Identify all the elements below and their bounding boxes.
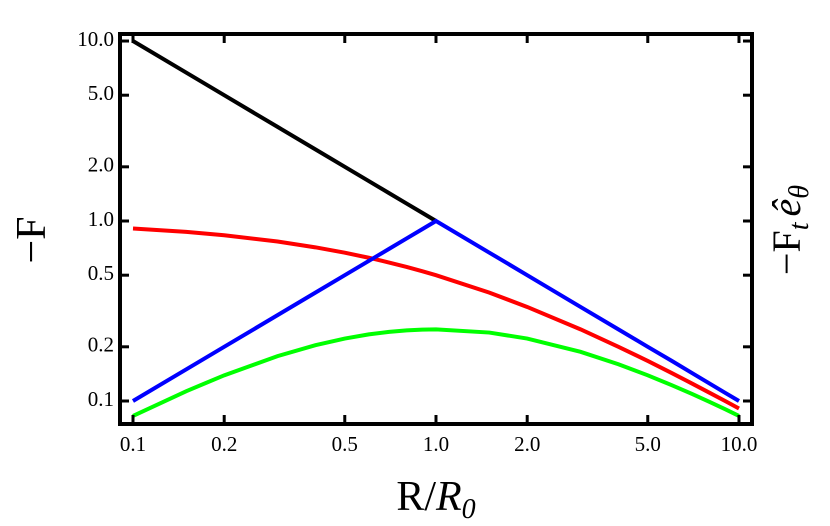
series-line — [131, 39, 438, 223]
y-tick-label: 1.0 — [88, 207, 114, 231]
x-tick-label: 5.0 — [635, 432, 661, 456]
plot-frame — [118, 32, 754, 426]
y-tick-label: 0.1 — [88, 387, 114, 411]
y-tick-label: 10.0 — [77, 27, 114, 51]
x-tick-label: 0.5 — [332, 432, 358, 456]
x-label-part: 0 — [462, 494, 476, 525]
x-tick-label: 0.1 — [120, 432, 146, 456]
y2-label-part: ê — [764, 198, 809, 216]
x-axis-label: R/R0 — [396, 474, 475, 525]
series-line — [132, 327, 740, 418]
series-line — [131, 218, 740, 403]
y-axis-label: −F — [9, 216, 55, 263]
x-tick-label: 2.0 — [514, 432, 540, 456]
x-label-part: R — [435, 474, 462, 520]
series-line — [132, 226, 740, 411]
y-tick-label: 0.5 — [88, 261, 114, 285]
x-tick-label: 10.0 — [721, 432, 758, 456]
y-tick-label: 0.2 — [88, 333, 114, 357]
y-tick-label: 5.0 — [88, 81, 114, 105]
y-tick-label: 2.0 — [88, 153, 114, 177]
y2-label-part: θ — [784, 185, 815, 199]
y2-label-part: t — [784, 221, 815, 230]
x-tick-label: 0.2 — [211, 432, 237, 456]
y2-label-part: −F — [764, 230, 809, 275]
x-tick-label: 1.0 — [423, 432, 449, 456]
x-label-part: R/ — [396, 474, 436, 520]
y2-axis-label: −Ftêθ — [764, 185, 815, 275]
